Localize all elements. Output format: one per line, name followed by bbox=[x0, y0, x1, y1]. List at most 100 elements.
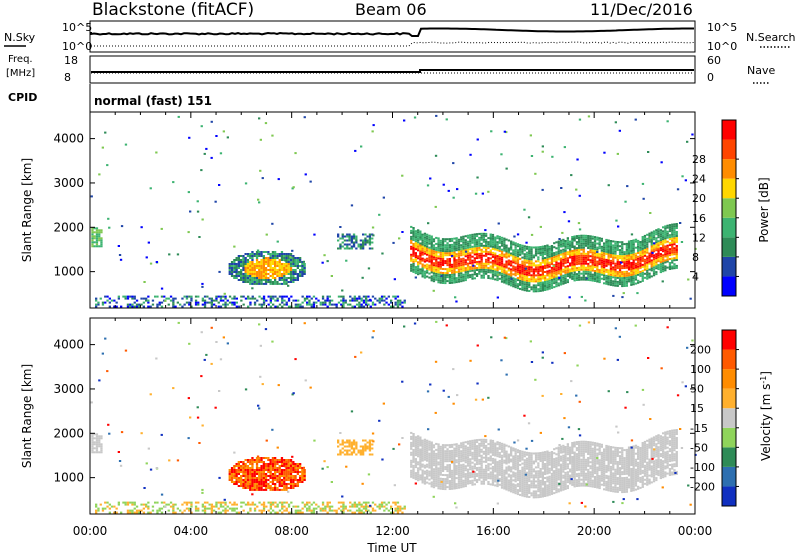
heatmap-cell bbox=[258, 251, 261, 253]
heatmap-cell bbox=[287, 479, 290, 481]
heatmap-cell bbox=[410, 431, 413, 434]
heatmap-cell bbox=[228, 477, 231, 479]
heatmap-cell bbox=[315, 507, 318, 510]
heatmap-cell bbox=[609, 265, 613, 268]
heatmap-cell bbox=[557, 258, 560, 261]
heatmap-cell bbox=[639, 258, 642, 261]
heatmap-cell bbox=[466, 254, 470, 257]
colorbar-swatch bbox=[722, 120, 736, 140]
heatmap-cell bbox=[276, 488, 279, 491]
heatmap-cell bbox=[537, 290, 540, 293]
heatmap-cell bbox=[210, 299, 213, 302]
heatmap-cell bbox=[421, 479, 424, 482]
heatmap-cell bbox=[464, 239, 467, 242]
heatmap-cell bbox=[437, 449, 440, 452]
heatmap-cell bbox=[430, 245, 433, 248]
heatmap-cell bbox=[426, 445, 429, 448]
heatmap-cell bbox=[469, 240, 472, 243]
heatmap-cell bbox=[287, 261, 290, 263]
heatmap-cell bbox=[91, 451, 94, 454]
heatmap-cell bbox=[289, 253, 293, 255]
heatmap-cell bbox=[251, 279, 254, 281]
heatmap-cell bbox=[462, 453, 465, 456]
heatmap-cell bbox=[555, 253, 558, 256]
heatmap-cell bbox=[244, 281, 247, 283]
heatmap-cell bbox=[140, 503, 143, 506]
heatmap-cell bbox=[95, 305, 98, 308]
heatmap-cell bbox=[562, 274, 565, 277]
heatmap-cell bbox=[532, 262, 535, 265]
heatmap-cell bbox=[417, 441, 420, 444]
heatmap-cell bbox=[274, 261, 277, 263]
heatmap-cell bbox=[302, 260, 305, 263]
heatmap-cell bbox=[569, 274, 572, 277]
heatmap-cell bbox=[616, 284, 619, 287]
heatmap-cell bbox=[258, 279, 261, 281]
heatmap-cell bbox=[550, 249, 554, 251]
heatmap-cell bbox=[612, 252, 615, 255]
heatmap-cell bbox=[348, 439, 351, 442]
heatmap-cell bbox=[647, 151, 650, 153]
heatmap-cell bbox=[562, 250, 565, 253]
heatmap-cell bbox=[260, 259, 263, 261]
heatmap-cell bbox=[97, 507, 100, 510]
heatmap-cell bbox=[632, 241, 635, 244]
heatmap-cell bbox=[352, 441, 356, 444]
heatmap-cell bbox=[514, 260, 517, 263]
heatmap-cell bbox=[203, 511, 207, 514]
heatmap-cell bbox=[303, 475, 306, 477]
heatmap-cell bbox=[648, 260, 651, 263]
heatmap-cell bbox=[196, 210, 200, 213]
heatmap-cell bbox=[541, 269, 544, 272]
heatmap-cell bbox=[648, 238, 651, 241]
heatmap-cell bbox=[523, 261, 526, 264]
heatmap-cell bbox=[627, 260, 631, 263]
heatmap-cell bbox=[457, 278, 461, 281]
heatmap-cell bbox=[587, 272, 590, 275]
heatmap-cell bbox=[287, 299, 291, 302]
heatmap-cell bbox=[342, 295, 345, 298]
heatmap-cell bbox=[605, 240, 608, 243]
heatmap-cell bbox=[519, 269, 522, 272]
heatmap-cell bbox=[451, 263, 454, 266]
heatmap-cell bbox=[412, 252, 415, 255]
heatmap-cell bbox=[421, 271, 424, 274]
heatmap-cell bbox=[417, 445, 420, 448]
heatmap-cell bbox=[655, 239, 658, 242]
heatmap-cell bbox=[339, 247, 342, 250]
heatmap-cell bbox=[342, 507, 345, 510]
heatmap-cell bbox=[421, 471, 424, 474]
heatmap-cell bbox=[366, 447, 369, 450]
heatmap-cell bbox=[253, 277, 256, 279]
heatmap-cell bbox=[460, 450, 463, 453]
heatmap-cell bbox=[453, 249, 456, 252]
heatmap-cell bbox=[421, 459, 424, 462]
heatmap-cell bbox=[280, 473, 284, 475]
heatmap-cell bbox=[253, 281, 256, 283]
heatmap-cell bbox=[634, 256, 638, 259]
heatmap-cell bbox=[562, 258, 565, 261]
heatmap-cell bbox=[188, 303, 191, 306]
heatmap-cell bbox=[564, 275, 567, 278]
heatmap-cell bbox=[609, 279, 613, 282]
heatmap-cell bbox=[419, 460, 422, 463]
heatmap-cell bbox=[328, 295, 331, 298]
heatmap-cell bbox=[203, 295, 207, 298]
heatmap-cell bbox=[673, 223, 676, 226]
heatmap-cell bbox=[462, 273, 465, 276]
heatmap-cell bbox=[646, 271, 649, 274]
heatmap-cell bbox=[403, 505, 406, 508]
heatmap-cell bbox=[352, 235, 356, 238]
heatmap-cell bbox=[578, 256, 581, 259]
heatmap-cell bbox=[289, 281, 293, 283]
heatmap-cell bbox=[650, 245, 653, 248]
heatmap-cell bbox=[160, 511, 164, 514]
heatmap-cell bbox=[255, 273, 259, 275]
heatmap-cell bbox=[437, 477, 440, 480]
heatmap-cell bbox=[238, 511, 241, 514]
heatmap-cell bbox=[421, 247, 424, 250]
heatmap-cell bbox=[276, 469, 279, 471]
heatmap-cell bbox=[609, 240, 613, 242]
heatmap-cell bbox=[226, 299, 229, 302]
heatmap-cell bbox=[296, 257, 299, 259]
